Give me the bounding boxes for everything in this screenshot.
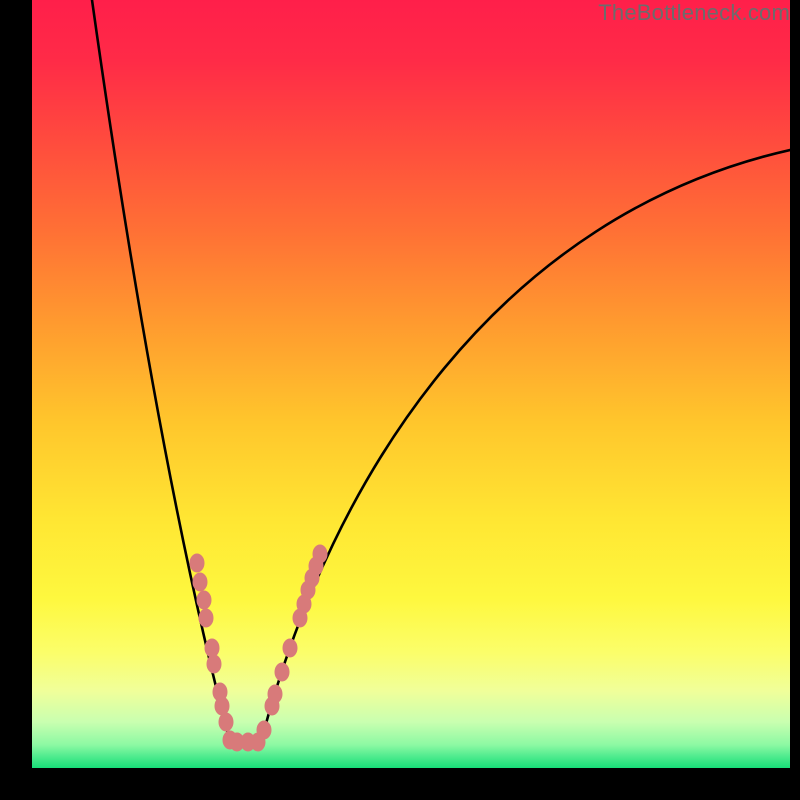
curve-marker (215, 697, 229, 715)
curve-marker (257, 721, 271, 739)
curve-marker (283, 639, 297, 657)
curve-right (261, 150, 790, 742)
curve-marker (193, 573, 207, 591)
curve-marker (197, 591, 211, 609)
chart-svg-layer (32, 0, 790, 768)
curve-left (92, 0, 230, 742)
curve-marker (275, 663, 289, 681)
curve-marker (268, 685, 282, 703)
markers-left-branch (190, 554, 237, 749)
curve-marker (219, 713, 233, 731)
curve-marker (199, 609, 213, 627)
chart-plot-area (32, 0, 790, 768)
curve-marker (205, 639, 219, 657)
curve-marker (313, 545, 327, 563)
curve-marker (207, 655, 221, 673)
watermark-text: TheBottleneck.com (598, 0, 790, 26)
markers-right-branch (257, 545, 327, 739)
curve-marker (190, 554, 204, 572)
